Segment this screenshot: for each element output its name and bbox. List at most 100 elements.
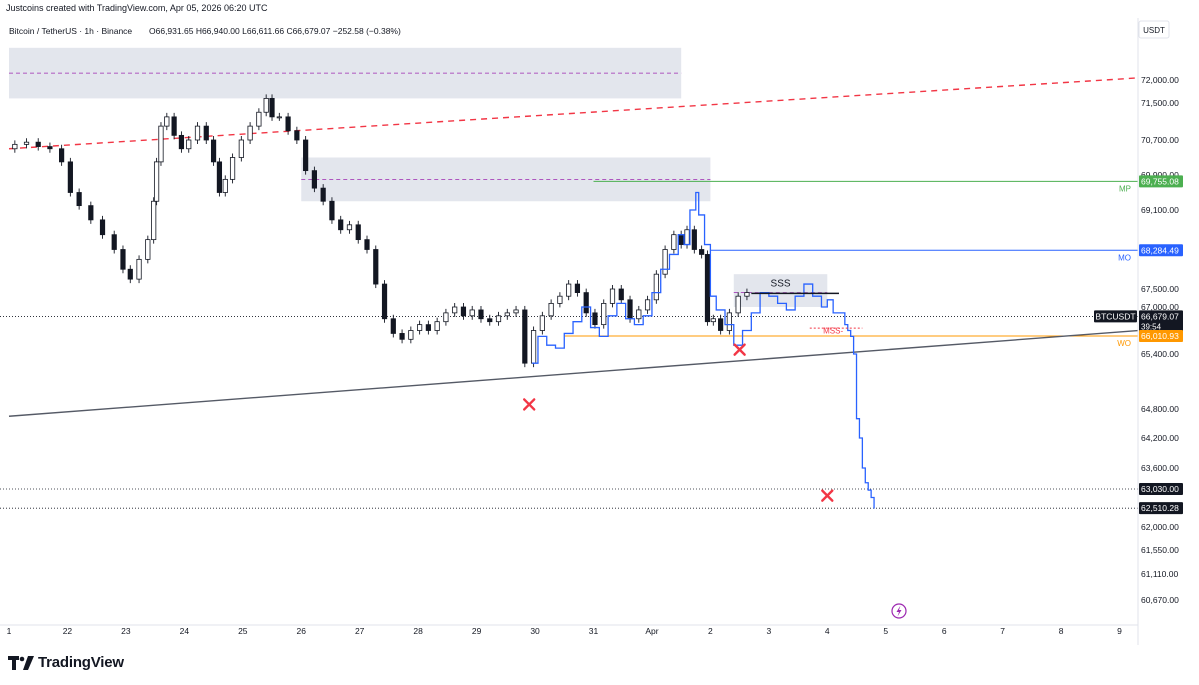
candle-body [678, 234, 684, 245]
y-tick-label: 60,670.00 [1141, 595, 1179, 605]
x-tick-label: 2 [708, 626, 713, 636]
candle-body [364, 239, 370, 250]
candle-body [338, 219, 344, 231]
currency-label: USDT [1143, 26, 1165, 35]
y-tick-label: 62,000.00 [1141, 522, 1179, 532]
candle-body [158, 125, 164, 163]
time-axis[interactable]: 1 22 23 24 25 26 27 28 29 30 31 Apr 2 3 4 5 6 7 8 9 [7, 626, 1123, 636]
countdown-label: 39:54 [1141, 322, 1162, 331]
candle-body [504, 312, 510, 317]
candle-body [478, 309, 484, 320]
ohlc-open: O66,931.65 [149, 26, 194, 36]
candle-body [684, 229, 690, 245]
candle-body [12, 143, 18, 150]
supply-zones [9, 47, 828, 307]
candle-body [704, 254, 711, 323]
candle-body [153, 161, 160, 202]
trendline-red[interactable] [8, 75, 1178, 150]
candle-body [726, 312, 732, 331]
trendline-gray[interactable] [8, 328, 1178, 417]
price-label-bg [1139, 175, 1183, 188]
candle-body [487, 318, 493, 323]
lightning-icon[interactable] [891, 603, 907, 619]
tradingview-logo[interactable]: TradingView [8, 654, 124, 671]
candle-body [522, 309, 528, 364]
y-tick-label: 67,500.00 [1141, 284, 1179, 294]
candle-body [247, 125, 253, 141]
candle-body [390, 318, 396, 334]
candle-body [59, 148, 65, 163]
y-tick-label: 61,110.00 [1141, 569, 1178, 579]
price-label: 69,755.08 [1141, 176, 1179, 186]
x-tick-label: 22 [63, 626, 73, 636]
candle-body [303, 139, 309, 172]
y-tick-label: 69,900.00 [1141, 170, 1179, 180]
supply-zone[interactable] [733, 274, 828, 307]
tradingview-brand: TradingView [38, 654, 124, 671]
candle-body [710, 318, 716, 323]
price-label-bg [1139, 502, 1183, 515]
price-label-bg [1139, 244, 1183, 257]
x-tick-label: 8 [1059, 626, 1064, 636]
footer: TradingView [0, 645, 1199, 685]
annotations: SSS MSS- [771, 279, 844, 336]
candle-body [513, 309, 519, 314]
y-tick-label: 67,000.00 [1141, 302, 1179, 312]
candle-body [718, 318, 724, 331]
tradingview-logo-icon [8, 655, 34, 670]
candle-body [557, 295, 563, 304]
price-axis[interactable]: 72,000.00 71,500.00 70,700.00 69,900.00 69,1… [1141, 75, 1179, 605]
candle-body [417, 324, 423, 331]
level-lines: MP MO WO [0, 180, 1138, 509]
trendlines[interactable] [8, 75, 1178, 417]
candle-body [120, 249, 126, 270]
candle-body [609, 288, 616, 304]
credit-text: Justcoins created with TradingView.com, … [6, 3, 268, 13]
x-tick-label: 6 [942, 626, 947, 636]
ohlc-readout: O66,931.65 H66,940.00 L66,611.66 C66,679… [149, 26, 401, 36]
price-chart[interactable]: MP MO WO SSS MSS- Bitcoin / TetherUS · 1h ·… [0, 18, 1199, 645]
x-tick-label: 28 [413, 626, 423, 636]
x-marker-icon [733, 343, 746, 356]
candle-body [329, 200, 335, 221]
candle-body [618, 288, 624, 301]
level-tag-mp: MP [1119, 184, 1131, 193]
y-tick-label: 71,500.00 [1141, 98, 1179, 108]
candle-body [269, 98, 275, 118]
candle-body [627, 299, 633, 320]
candle-body [263, 98, 269, 113]
x-tick-label: 30 [530, 626, 540, 636]
candle-body [311, 170, 318, 189]
candle-body [216, 161, 223, 193]
price-label-bg [1139, 483, 1183, 496]
x-tick-label: 4 [825, 626, 830, 636]
x-tick-label: 1 [7, 626, 12, 636]
ohlc-low: L66,611.66 [242, 26, 284, 36]
ohlc-change: −252.58 (−0.38%) [333, 26, 401, 36]
candle-body [76, 192, 82, 207]
candle-body [151, 200, 157, 241]
candle-body [530, 330, 537, 364]
candle-body [495, 315, 502, 323]
level-tag-mo: MO [1118, 253, 1131, 262]
y-tick-label: 70,700.00 [1141, 135, 1179, 145]
y-tick-label: 69,100.00 [1141, 205, 1179, 215]
candle-body [222, 178, 228, 193]
annotation-mss: MSS- [823, 326, 843, 335]
candle-body [145, 239, 151, 260]
candle-body [136, 258, 142, 280]
x-tick-label: 7 [1000, 626, 1005, 636]
candle-body [294, 130, 300, 141]
currency-badge[interactable] [1138, 20, 1170, 39]
x-marker-stroke [821, 489, 834, 502]
candle-body [592, 312, 598, 326]
candle-body [601, 302, 607, 326]
x-marker-stroke [523, 398, 536, 411]
candle-body [127, 268, 133, 280]
candle-body [203, 125, 209, 141]
price-label: 68,284.49 [1141, 245, 1179, 255]
candle-body [35, 141, 41, 147]
candle-body [653, 273, 659, 301]
candle-body [735, 295, 741, 314]
